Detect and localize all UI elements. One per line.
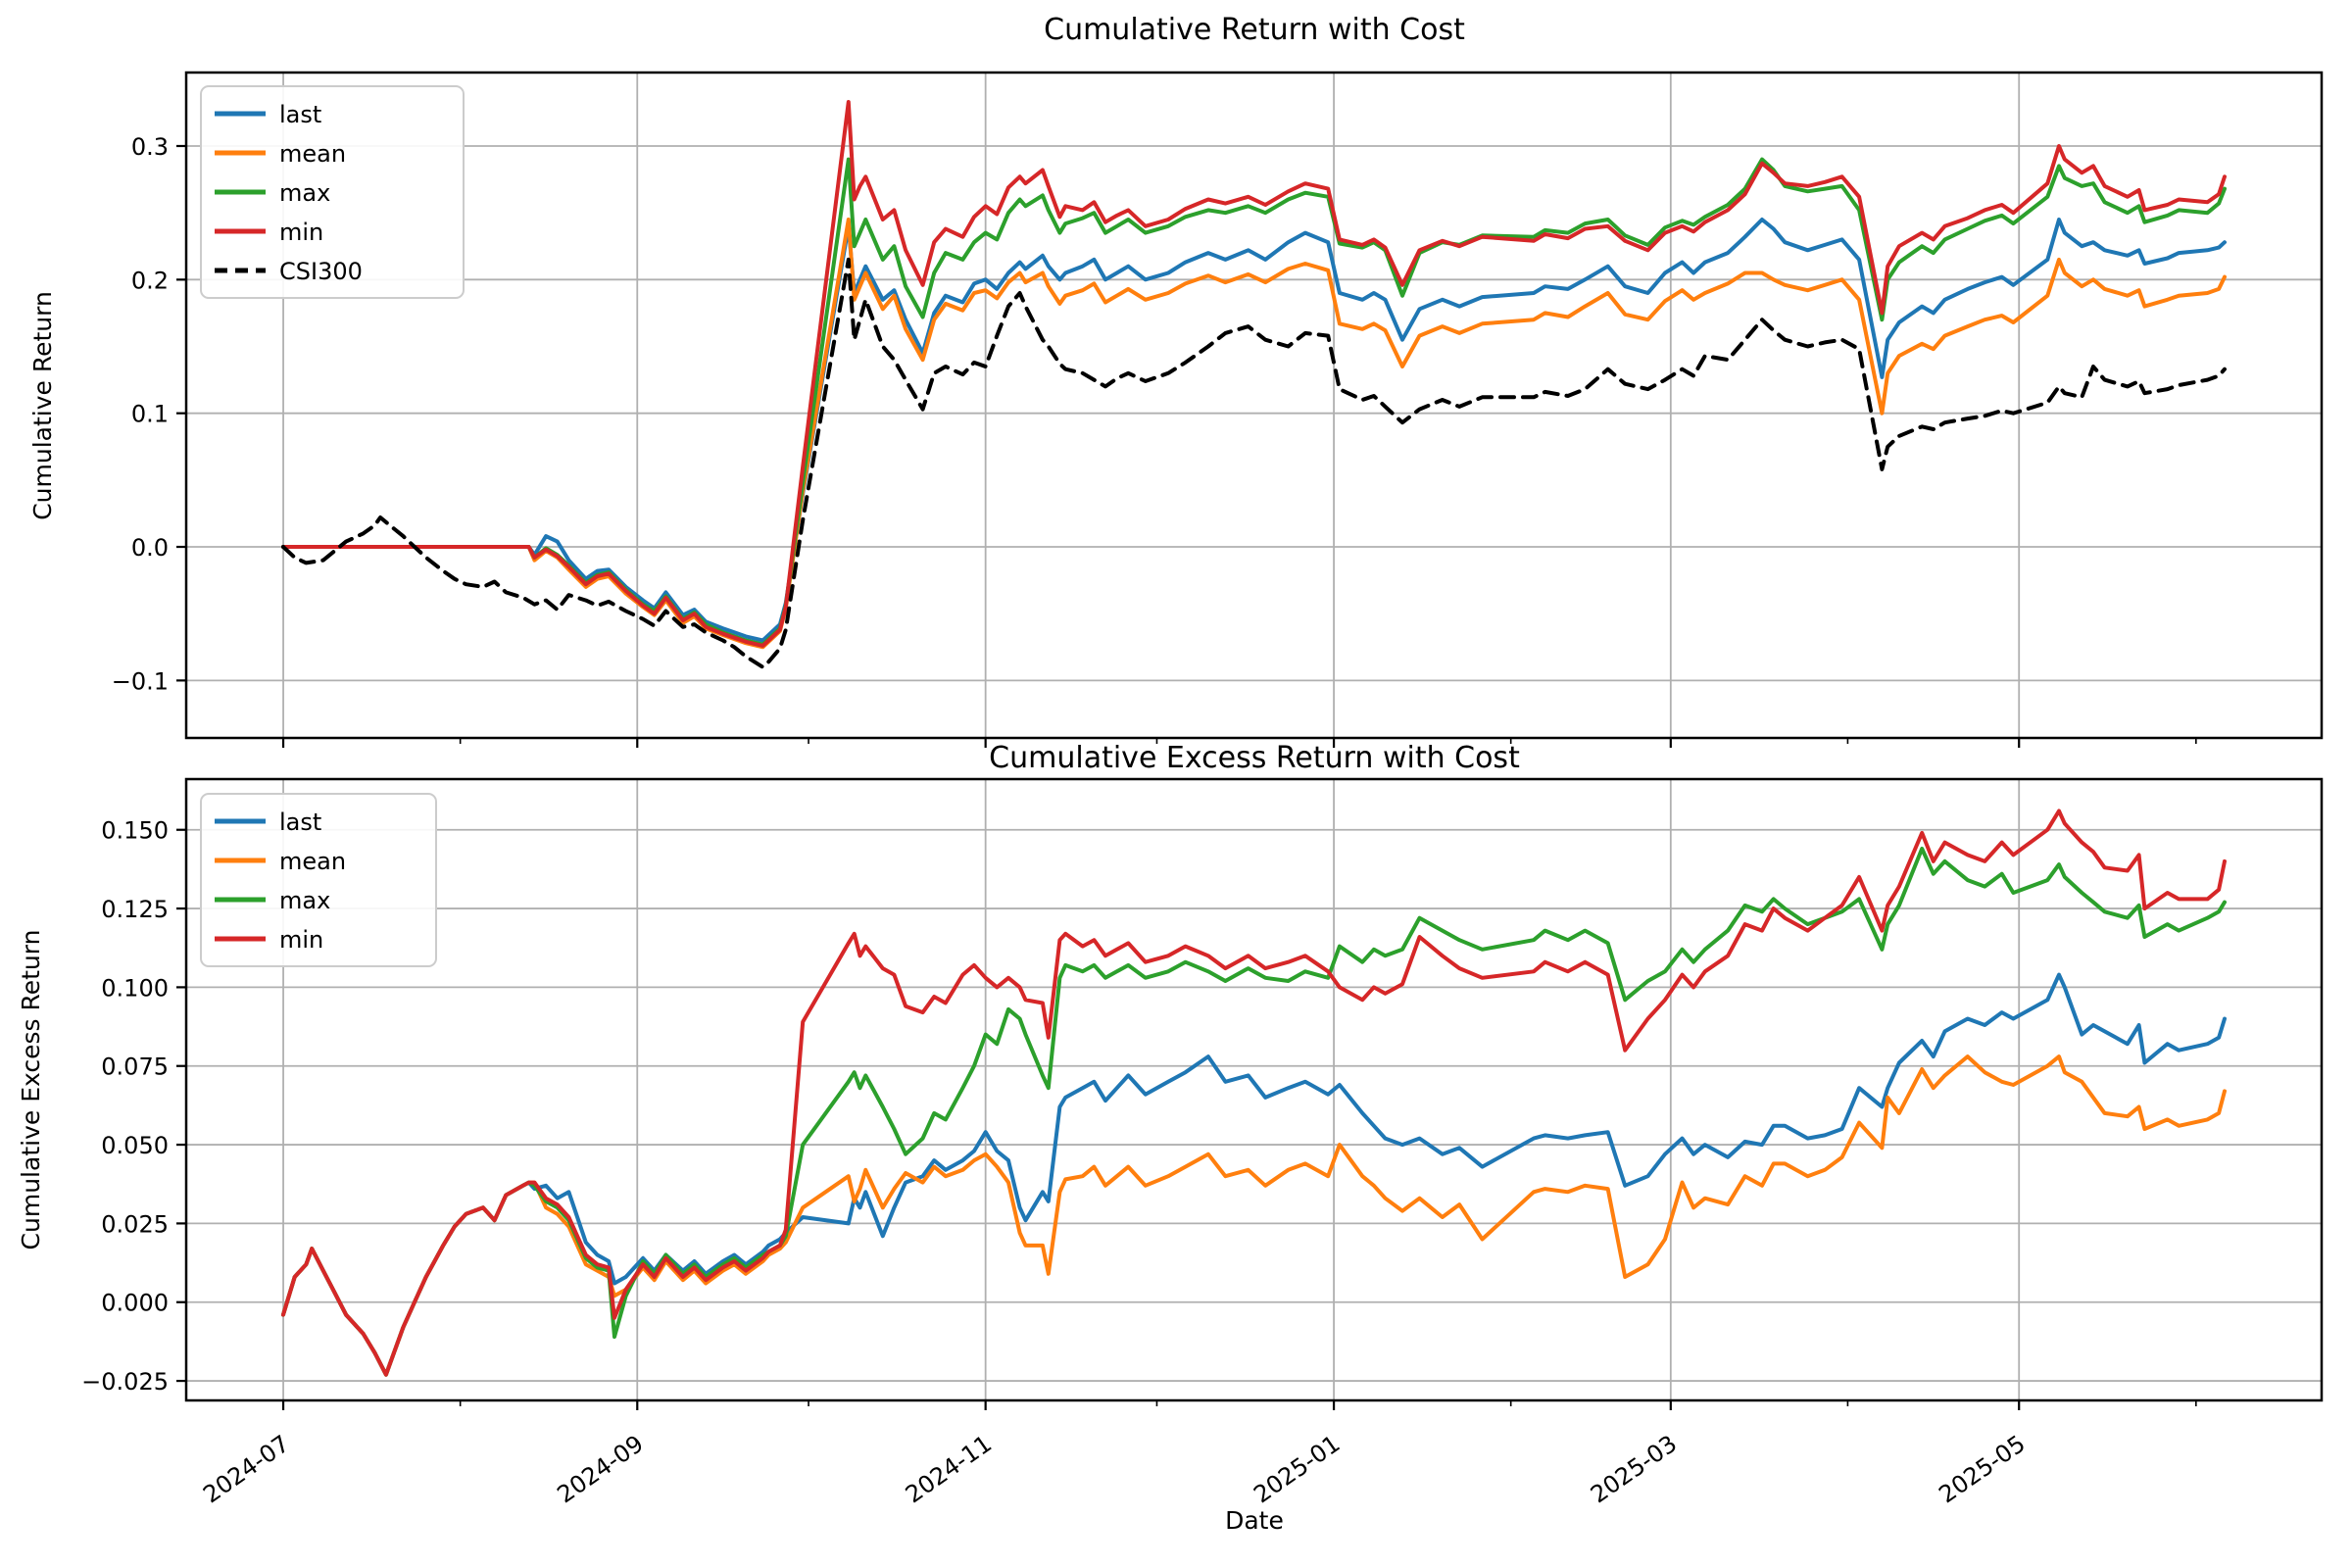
legend-label-CSI300: CSI300: [279, 258, 363, 285]
y-tick-label: 0.0: [131, 534, 169, 562]
y-tick-label: 0.025: [101, 1210, 169, 1238]
y-tick-label: −0.025: [81, 1368, 169, 1396]
y-tick-label: 0.1: [131, 401, 169, 428]
legend-label-last: last: [279, 101, 321, 128]
series-line-last: [281, 972, 2227, 1377]
y-tick-label: 0.150: [101, 817, 169, 845]
axes-spines: [184, 777, 2324, 1402]
bottom-chart-title: Cumulative Excess Return with Cost: [989, 741, 1520, 775]
legend-label-mean: mean: [279, 140, 346, 168]
y-tick-label: 0.100: [101, 974, 169, 1002]
x-tick-label: 2024-11: [901, 1430, 997, 1508]
series-line-min: [281, 100, 2227, 648]
series-line-max: [281, 847, 2227, 1377]
y-tick-label: 0.075: [101, 1054, 169, 1081]
legend-label-min: min: [279, 926, 323, 954]
series-line-max: [281, 157, 2227, 647]
legend-label-max: max: [279, 887, 330, 914]
legend-label-min: min: [279, 219, 323, 246]
top-chart-ylabel: Cumulative Return: [28, 291, 57, 520]
legend-label-mean: mean: [279, 848, 346, 875]
x-tick-label: 2025-01: [1249, 1430, 1345, 1508]
axes-spines: [184, 71, 2324, 740]
y-tick-label: −0.1: [112, 667, 169, 695]
legend-label-max: max: [279, 179, 330, 207]
series-line-mean: [281, 218, 2227, 650]
series-line-mean: [281, 1054, 2227, 1377]
series-line-last: [281, 218, 2227, 643]
y-tick-label: 0.2: [131, 267, 169, 294]
top-chart-title: Cumulative Return with Cost: [1044, 13, 1465, 47]
y-tick-label: 0.000: [101, 1290, 169, 1317]
plot-cumulative-return: 0.3 0.2 0.1 0.0 −0.1 last mean max min CSI300: [112, 71, 2324, 748]
x-tick-label: 2024-07: [198, 1430, 294, 1508]
x-tick-label: 2024-09: [553, 1430, 649, 1508]
y-tick-label: 0.3: [131, 133, 169, 161]
x-tick-label: 2025-05: [1934, 1430, 2030, 1508]
y-tick-label: 0.050: [101, 1132, 169, 1159]
legend-box: [200, 85, 465, 299]
plot-cumulative-excess-return: 0.150 0.125 0.100 0.075 0.050 0.025 0.000 −0.02…: [81, 777, 2324, 1508]
legend-box: [200, 793, 437, 967]
x-axis-label: Date: [1225, 1506, 1284, 1535]
x-tick-label: 2025-03: [1586, 1430, 1682, 1508]
y-tick-label: 0.125: [101, 896, 169, 923]
legend-label-last: last: [279, 808, 321, 836]
series-line-min: [281, 808, 2227, 1377]
bottom-chart-ylabel: Cumulative Excess Return: [17, 930, 45, 1250]
series-line-CSI300: [281, 257, 2227, 669]
